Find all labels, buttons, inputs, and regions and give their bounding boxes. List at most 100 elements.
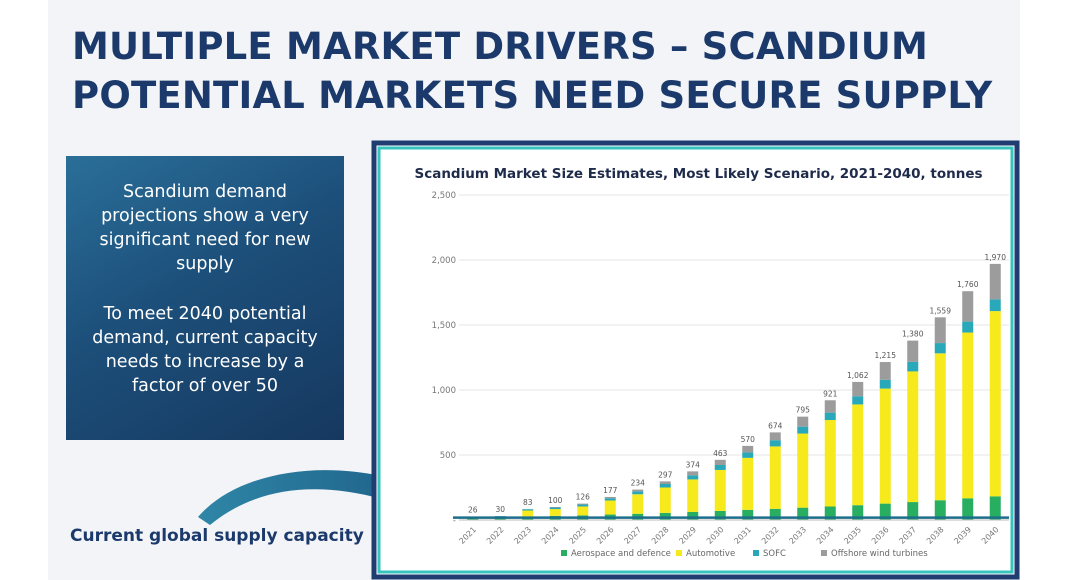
bar-segment: [797, 433, 809, 508]
bar-segment: [879, 503, 891, 520]
bar-total-label: 1,062: [847, 371, 869, 380]
bar-total-label: 234: [631, 479, 646, 488]
bar-segment: [989, 496, 1001, 520]
bar-total-label: 921: [823, 389, 838, 398]
bar-segment: [494, 516, 506, 517]
bar-total-label: 1,559: [930, 306, 952, 315]
bar-segment: [522, 510, 534, 517]
slide-title: MULTIPLE MARKET DRIVERS – SCANDIUM POTEN…: [72, 22, 992, 120]
bar-segment: [659, 481, 671, 484]
bar-total-label: 177: [603, 486, 618, 495]
supply-capacity-label: Current global supply capacity: [70, 526, 364, 546]
bar-segment: [824, 412, 836, 421]
bar-segment: [879, 362, 891, 380]
bar-segment: [989, 311, 1001, 497]
bar-segment: [879, 379, 891, 389]
bar-segment: [962, 332, 974, 499]
bar-total-label: 570: [741, 435, 756, 444]
bar-segment: [742, 457, 754, 510]
bar-segment: [687, 511, 699, 520]
bar-total-label: 1,970: [985, 253, 1007, 262]
bar-segment: [962, 498, 974, 520]
bar-total-label: 674: [768, 421, 783, 430]
legend-label: Aerospace and defence: [571, 549, 671, 559]
bar-total-label: 126: [576, 493, 591, 502]
bar-segment: [659, 483, 671, 488]
chart-frame: Scandium Market Size Estimates, Most Lik…: [371, 140, 1020, 580]
bar-segment: [687, 475, 699, 480]
bar-segment: [797, 416, 809, 427]
bar-segment: [934, 353, 946, 501]
bar-segment: [742, 509, 754, 520]
y-tick-label: 1,500: [432, 321, 456, 331]
bar-segment: [577, 506, 589, 516]
legend-swatch: [753, 550, 759, 556]
bar-segment: [632, 489, 644, 492]
bar-segment: [879, 388, 891, 504]
y-tick-label: 1,000: [432, 386, 456, 396]
bar-segment: [934, 343, 946, 354]
bar-total-label: 297: [658, 470, 673, 479]
bar-segment: [604, 500, 616, 515]
bar-segment: [687, 479, 699, 512]
chart: Scandium Market Size Estimates, Most Lik…: [371, 140, 1020, 580]
legend-swatch: [676, 550, 682, 556]
bar-segment: [989, 299, 1001, 312]
bar-segment: [714, 459, 726, 466]
bar-total-label: 100: [548, 496, 563, 505]
slide: MULTIPLE MARKET DRIVERS – SCANDIUM POTEN…: [48, 0, 1020, 580]
bar-total-label: 1,215: [875, 351, 897, 360]
bar-segment: [962, 321, 974, 333]
y-tick-label: 2,000: [432, 256, 456, 266]
bar-segment: [549, 509, 561, 516]
bar-total-label: 795: [796, 406, 811, 415]
bar-segment: [522, 509, 534, 511]
bar-segment: [549, 507, 561, 510]
legend-label: SOFC: [763, 549, 786, 559]
bar-segment: [604, 496, 616, 499]
bar-total-label: 1,760: [957, 280, 979, 289]
bar-segment: [659, 487, 671, 513]
bar-segment: [714, 465, 726, 470]
chart-border-inner: [377, 146, 1014, 574]
bar-segment: [742, 452, 754, 458]
bar-segment: [549, 507, 561, 508]
title-line-1: MULTIPLE MARKET DRIVERS – SCANDIUM: [72, 25, 929, 68]
bar-segment: [769, 508, 781, 520]
bar-segment: [852, 381, 864, 397]
y-tick-label: -: [453, 516, 456, 526]
info-paragraph-capacity: To meet 2040 potential demand, current c…: [92, 304, 318, 396]
y-tick-label: 500: [440, 451, 456, 461]
bar-segment: [577, 504, 589, 507]
bar-segment: [962, 291, 974, 322]
bar-segment: [824, 506, 836, 520]
bar-segment: [769, 440, 781, 447]
bar-segment: [852, 396, 864, 405]
bar-segment: [934, 317, 946, 344]
info-paragraph-demand: Scandium demand projections show a very …: [99, 182, 311, 274]
bar-segment: [687, 471, 699, 476]
bar-segment: [714, 469, 726, 511]
bar-segment: [907, 371, 919, 503]
bar-segment: [742, 445, 754, 453]
bar-total-label: 83: [523, 498, 533, 507]
bar-segment: [714, 510, 726, 520]
y-tick-label: 2,500: [432, 191, 456, 201]
bar-segment: [824, 400, 836, 413]
bar-segment: [907, 361, 919, 372]
bar-segment: [907, 340, 919, 362]
bar-segment: [797, 426, 809, 434]
bar-total-label: 374: [686, 460, 701, 469]
bar-segment: [604, 498, 616, 501]
bar-segment: [989, 263, 1001, 300]
bar-segment: [769, 446, 781, 509]
bar-segment: [852, 505, 864, 520]
legend-label: Offshore wind turbines: [831, 549, 928, 559]
legend-label: Automotive: [686, 549, 735, 559]
bar-segment: [577, 503, 589, 505]
bar-segment: [934, 500, 946, 520]
bar-total-label: 463: [713, 449, 728, 458]
bar-segment: [632, 494, 644, 514]
bar-segment: [907, 502, 919, 520]
bar-segment: [824, 420, 836, 507]
